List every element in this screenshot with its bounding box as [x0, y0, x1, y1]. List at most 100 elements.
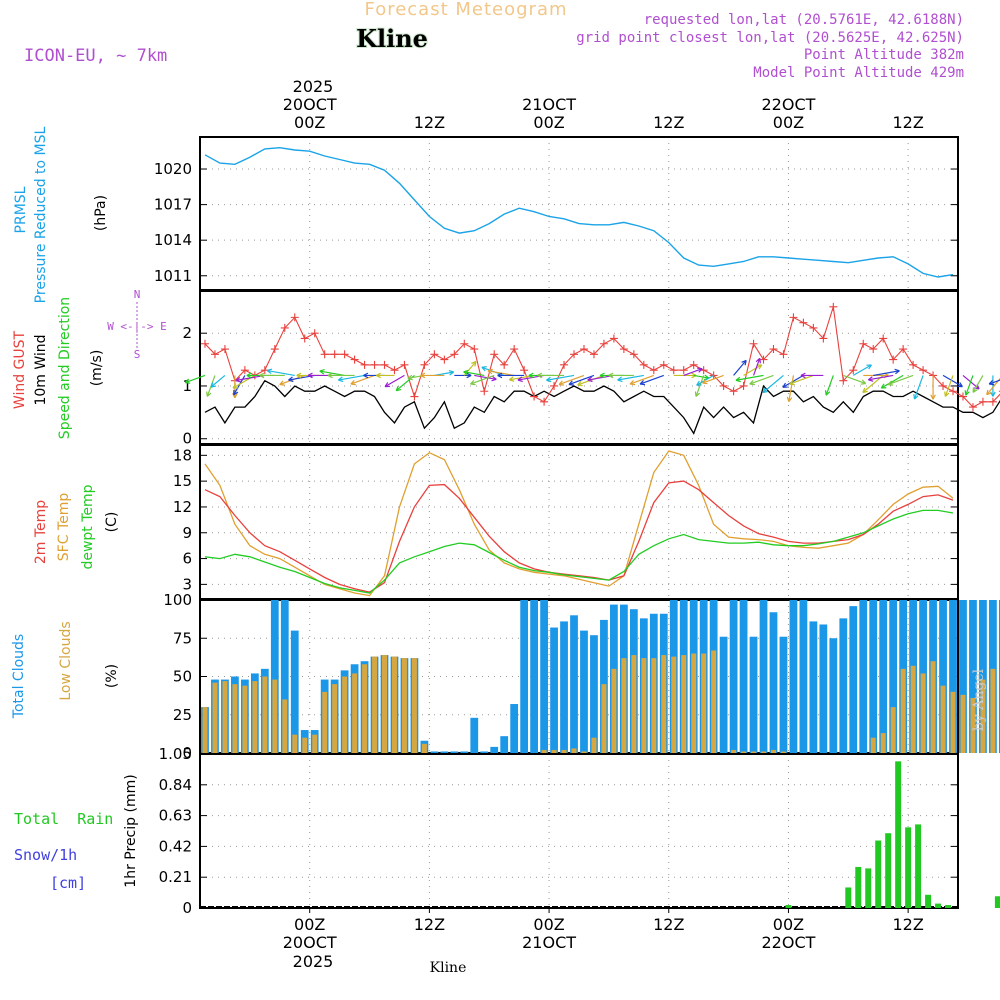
wind-arrow-head: [470, 379, 476, 386]
wind-arrow-head: [860, 379, 867, 385]
low-cloud-bar: [401, 658, 407, 753]
total-cloud-bar: [879, 600, 888, 753]
wind-arrow: [913, 375, 924, 400]
wind-arrow-head: [376, 372, 382, 379]
gust-marker: [869, 345, 878, 354]
gust-marker: [540, 397, 549, 406]
wind-arrow-head: [471, 360, 477, 367]
precip-bar: [915, 824, 922, 908]
y-tick-label: 0: [182, 899, 192, 917]
wind-arrow-head: [608, 372, 614, 379]
wind-arrow: [782, 374, 804, 388]
gust-marker: [968, 403, 977, 412]
gust-marker: [978, 397, 987, 406]
prmsl-label-2: Pressure Reduced to MSL: [33, 126, 49, 303]
wind-arrow-head: [206, 391, 212, 397]
wind-arrow-head: [988, 379, 995, 386]
total-cloud-bar: [889, 600, 898, 753]
gust-marker: [669, 366, 678, 375]
wind-arrow-head: [384, 382, 391, 388]
wind-arrow: [384, 374, 405, 388]
gust-marker: [320, 350, 329, 359]
panel-frame: [199, 136, 959, 291]
low-cloud-bar: [900, 668, 906, 753]
low-cloud-bar: [292, 734, 298, 753]
total-cloud-bar: [789, 600, 798, 753]
precip-bar: [865, 868, 872, 908]
gust-marker: [290, 313, 299, 322]
gust-marker: [530, 392, 539, 401]
y-tick-label: 18: [173, 446, 192, 464]
gust-marker: [430, 350, 439, 359]
total-cloud-bar: [979, 600, 987, 753]
pressure-panel: 1011 1014 1017 1020: [154, 136, 959, 291]
total-cloud-bar: [939, 600, 947, 753]
low-cloud-bar: [661, 655, 667, 753]
gust-marker: [889, 355, 898, 364]
requested-coords: requested lon,lat (20.5761E, 42.6188N): [644, 12, 964, 28]
y-tick-label: 100: [163, 591, 192, 609]
total-cloud-bar: [969, 600, 977, 753]
precip-bar: [935, 903, 942, 908]
top-year-label: 2025: [293, 77, 334, 96]
prmsl-label: PRMSL: [13, 186, 29, 233]
wind-arrow: [568, 374, 595, 386]
wind-arrow-head: [420, 372, 426, 379]
precip-bar: [925, 894, 932, 908]
low-cloud-bar: [551, 749, 557, 753]
low-cloud-bar: [242, 685, 248, 753]
snow-unit-label: [cm]: [50, 874, 86, 892]
wind-arrow-head: [696, 380, 702, 386]
wind-arrow: [942, 374, 963, 388]
wind-arrow: [629, 374, 655, 385]
wind-arrow: [474, 374, 497, 380]
gust-marker: [470, 345, 479, 354]
total-cloud-bar: [719, 636, 728, 753]
total-cloud-bar: [450, 751, 459, 753]
low-cloud-bar: [990, 668, 996, 753]
wind-arrow: [873, 370, 900, 377]
gust-marker: [270, 345, 279, 354]
wind-arrow: [733, 360, 747, 376]
low-cloud-bar: [960, 694, 966, 753]
low-cloud-bar: [561, 749, 567, 753]
wind-arrow-head: [338, 376, 344, 383]
gridpoint-coords: grid point closest lon,lat (20.5625E, 42…: [576, 30, 964, 46]
bottom-date-label: 21OCT: [522, 933, 576, 952]
wind-arrow-head: [930, 394, 936, 400]
top-date-label: 20OCT: [283, 95, 337, 114]
wind-arrow: [944, 375, 954, 397]
gust-marker: [410, 392, 419, 401]
low-cloud-bar: [391, 656, 397, 753]
low-cloud-bar: [681, 655, 687, 753]
y-tick-label: 2: [182, 324, 192, 342]
total-cloud-bar: [470, 717, 479, 753]
wind-arrow-head: [448, 369, 455, 376]
temp-sfc-line: [204, 450, 954, 597]
low-cloud-bar: [731, 749, 737, 753]
total-cloud-bar: [869, 600, 878, 753]
low-cloud-bar: [621, 658, 627, 753]
wind-arrow: [825, 375, 834, 396]
total-cloud-bar: [779, 636, 788, 753]
gust-marker: [639, 360, 648, 369]
y-tick-label: 0.84: [159, 776, 192, 794]
panel-frame: [199, 753, 959, 909]
wind-arrow: [267, 369, 295, 377]
wind-arrow-head: [537, 372, 543, 379]
total-cloud-bar: [580, 630, 588, 753]
total-cloud-bar: [560, 621, 568, 753]
y-tick-label: 1014: [154, 231, 192, 249]
temp-sfc-label: SFC Temp: [56, 493, 72, 562]
precip-bar: [785, 905, 792, 908]
total-cloud-bar: [430, 751, 439, 753]
gust-marker: [420, 360, 429, 369]
y-tick-label: 1011: [154, 267, 192, 285]
wind-arrow-head: [957, 382, 963, 388]
low-cloud-bar: [770, 749, 776, 753]
total-cloud-bar: [959, 600, 967, 753]
y-tick-label: 3: [182, 575, 192, 593]
precip-panel: 0 0.21 0.42 0.63 0.84 1.05: [159, 745, 1000, 917]
compass-north: N: [134, 288, 141, 301]
gust-marker: [589, 350, 598, 359]
